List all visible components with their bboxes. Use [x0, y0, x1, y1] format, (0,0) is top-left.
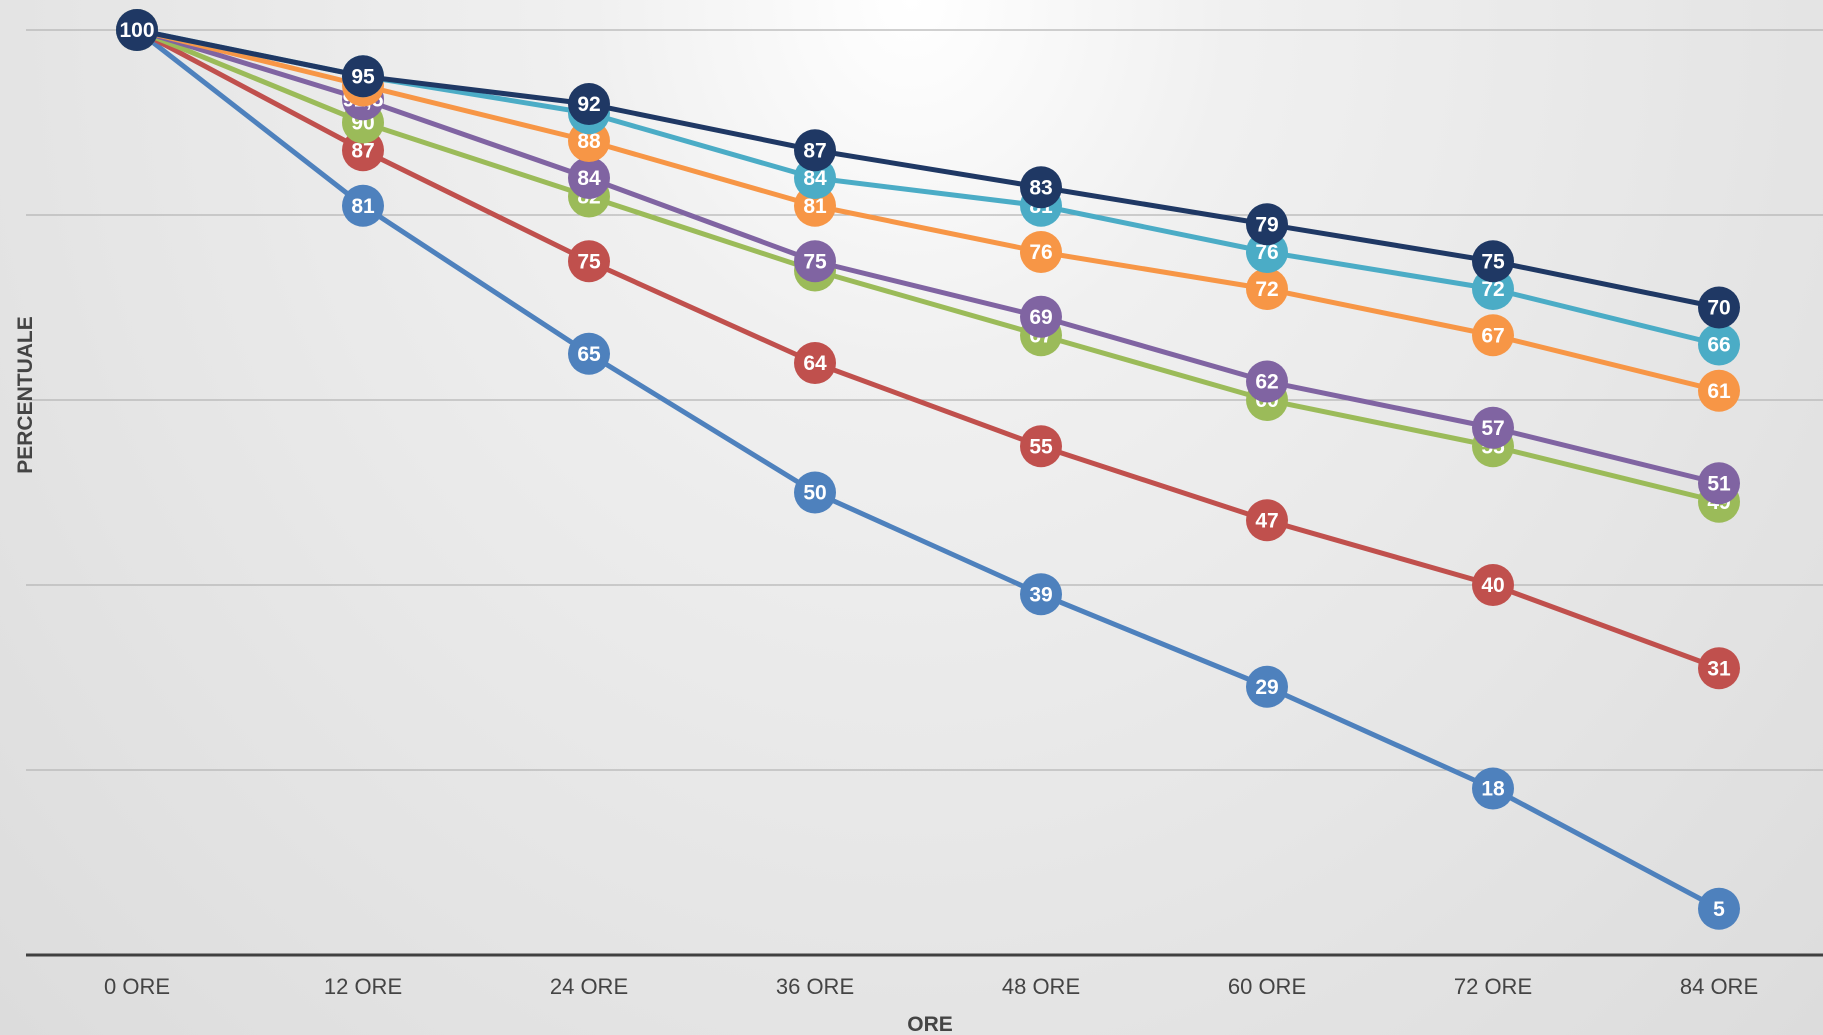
- data-label: 67: [1481, 324, 1504, 347]
- data-label: 29: [1255, 676, 1278, 699]
- data-point: [794, 342, 836, 384]
- data-point: [568, 240, 610, 283]
- data-point: [1698, 286, 1740, 329]
- data-point: [116, 9, 158, 51]
- data-label: 55: [1029, 435, 1053, 458]
- data-point: [1020, 573, 1062, 616]
- data-point: [1020, 231, 1062, 273]
- data-label: 72: [1481, 278, 1504, 301]
- data-label: 75: [803, 250, 827, 273]
- data-label: 18: [1481, 778, 1505, 801]
- axis-titles: ORE PERCENTUALE: [14, 316, 953, 1035]
- data-label: 5: [1713, 898, 1725, 921]
- x-tick-label: 48 ORE: [1002, 974, 1080, 999]
- data-point: [1472, 240, 1514, 283]
- data-label: 62: [1255, 371, 1278, 394]
- series-line: [135, 27, 1720, 671]
- data-point: [568, 83, 610, 125]
- x-tick-label: 24 ORE: [550, 974, 628, 999]
- x-tick-label: 0 ORE: [104, 974, 170, 999]
- data-point: [794, 129, 836, 172]
- series-line: [135, 28, 1721, 911]
- data-point: [794, 471, 836, 514]
- data-label: 95: [351, 65, 375, 88]
- data-label: 87: [351, 139, 374, 162]
- data-point: [794, 240, 836, 283]
- data-point: [568, 332, 610, 375]
- data-label: 75: [577, 250, 601, 273]
- x-tick-label: 36 ORE: [776, 974, 854, 999]
- data-label: 79: [1255, 213, 1278, 236]
- data-point: [1246, 360, 1288, 403]
- x-tick-label: 12 ORE: [324, 974, 402, 999]
- data-point: [1698, 462, 1740, 505]
- data-point: [1020, 295, 1062, 338]
- data-label: 92: [577, 93, 600, 116]
- x-axis-title: ORE: [907, 1013, 953, 1035]
- x-tick-label: 84 ORE: [1680, 974, 1758, 999]
- data-label: 81: [803, 195, 827, 218]
- x-tick-label: 60 ORE: [1228, 974, 1306, 999]
- data-label: 87: [803, 139, 826, 162]
- data-label: 83: [1029, 176, 1052, 199]
- series: 100 95 92 87 83 79 75 70: [116, 9, 1740, 329]
- series-line: [136, 27, 1720, 310]
- data-label: 61: [1707, 380, 1731, 403]
- data-point: [342, 184, 384, 227]
- data-label: 84: [803, 167, 827, 190]
- data-point: [1246, 268, 1288, 310]
- data-label: 47: [1255, 509, 1278, 532]
- data-point: [342, 55, 384, 98]
- x-tick-label: 72 ORE: [1454, 974, 1532, 999]
- series-line: [136, 27, 1720, 394]
- data-label: 50: [803, 482, 826, 505]
- data-label: 76: [1029, 241, 1052, 264]
- data-label: 100: [119, 19, 154, 42]
- data-point: [1246, 499, 1288, 542]
- data-label: 40: [1481, 574, 1504, 597]
- data-point: [1246, 203, 1288, 246]
- data-label: 39: [1029, 583, 1052, 606]
- data-label: 81: [351, 195, 375, 218]
- data-label: 31: [1707, 657, 1731, 680]
- data-label: 51: [1707, 472, 1731, 495]
- series-line: [136, 27, 1720, 486]
- data-label: 75: [1481, 250, 1505, 273]
- data-label: 84: [577, 167, 601, 190]
- data-point: [1698, 887, 1740, 930]
- data-point: [568, 157, 610, 199]
- data-label: 57: [1481, 417, 1504, 440]
- data-point: [1472, 406, 1514, 449]
- data-label: 66: [1707, 334, 1730, 357]
- data-label: 65: [577, 343, 601, 366]
- data-point: [1698, 647, 1740, 690]
- y-axis-title: PERCENTUALE: [14, 316, 37, 474]
- data-point: [1472, 314, 1514, 357]
- data-point: [1472, 564, 1514, 606]
- data-point: [1698, 369, 1740, 412]
- gridlines: [26, 29, 1823, 771]
- data-label: 76: [1255, 241, 1278, 264]
- series-line: [136, 27, 1720, 505]
- data-point: [1246, 665, 1288, 708]
- data-point: [1698, 323, 1740, 366]
- data-label: 64: [803, 352, 827, 375]
- data-point: [1472, 767, 1514, 810]
- series: 100 81 65 50 39 29 18 5: [116, 9, 1740, 930]
- data-point: [1020, 425, 1062, 468]
- data-label: 70: [1707, 297, 1730, 320]
- series-group: 1008165503929185100877564554740311009082…: [116, 9, 1740, 930]
- data-label: 72: [1255, 278, 1278, 301]
- data-label: 69: [1029, 306, 1052, 329]
- data-label: 88: [577, 130, 601, 153]
- data-point: [1020, 166, 1062, 209]
- x-axis: 0 ORE 12 ORE 24 ORE 36 ORE 48 ORE 60 ORE 72 OR…: [26, 953, 1823, 999]
